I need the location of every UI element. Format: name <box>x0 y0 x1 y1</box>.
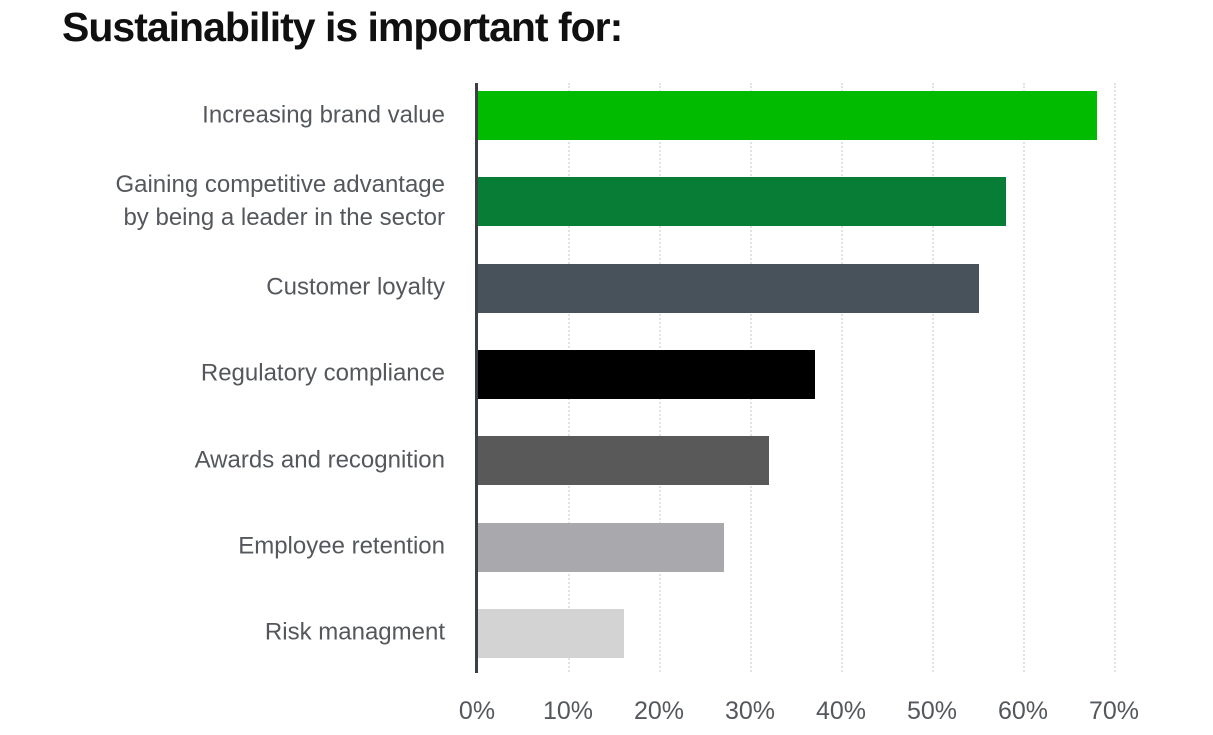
x-tick-label: 40% <box>815 697 867 725</box>
bar <box>478 177 1006 227</box>
category-label: Risk managment <box>264 618 445 646</box>
gridline <box>1114 83 1116 672</box>
category-label: Increasing brand value <box>202 101 445 129</box>
category-label: Employee retention <box>238 532 445 560</box>
x-tick-label: 70% <box>1088 697 1140 725</box>
category-label: Gaining competitive advantage by being a… <box>115 170 445 231</box>
x-tick-label: 20% <box>633 697 685 725</box>
bar <box>478 263 979 313</box>
gridline <box>932 83 934 672</box>
x-tick-label: 10% <box>542 697 594 725</box>
bar <box>478 349 815 399</box>
x-tick-label: 30% <box>724 697 776 725</box>
gridline <box>1023 83 1025 672</box>
category-label: Awards and recognition <box>194 446 445 474</box>
bar <box>478 608 624 658</box>
x-tick-label: 0% <box>458 697 496 725</box>
category-label: Regulatory compliance <box>200 359 445 387</box>
y-axis-line <box>475 83 478 673</box>
bar <box>478 522 724 572</box>
chart-title: Sustainability is important for: <box>62 4 623 50</box>
bar <box>478 91 1097 140</box>
x-tick-label: 50% <box>906 697 958 725</box>
category-label: Customer loyalty <box>266 273 445 301</box>
gridline <box>841 83 843 672</box>
x-tick-label: 60% <box>997 697 1049 725</box>
bar <box>478 436 770 486</box>
